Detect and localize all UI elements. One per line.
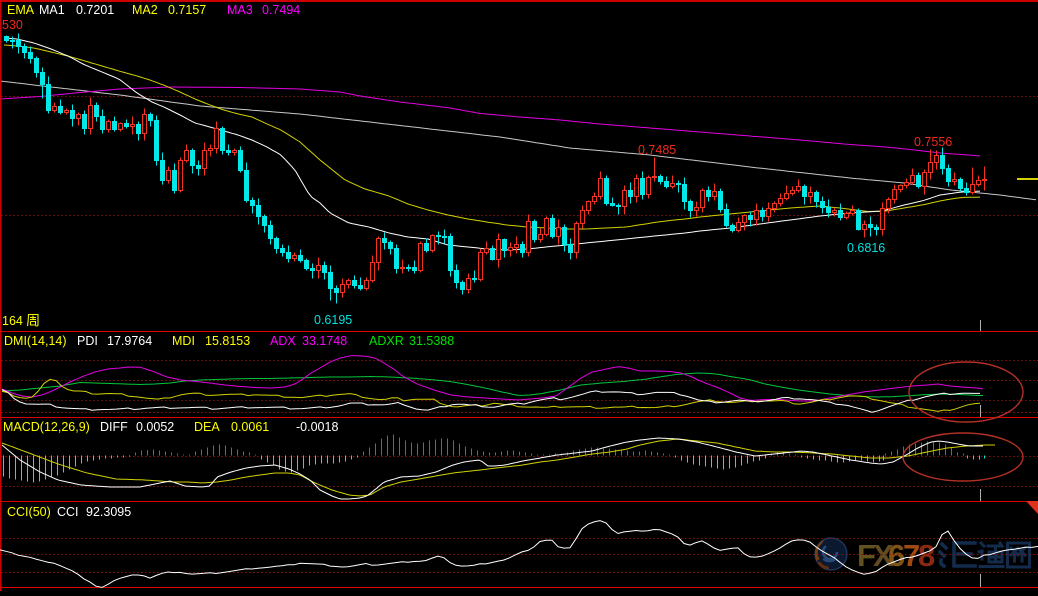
- svg-text:MA1: MA1: [39, 3, 65, 17]
- svg-text:EMA: EMA: [7, 3, 35, 17]
- svg-text:MA3: MA3: [227, 3, 253, 17]
- svg-text:92.3095: 92.3095: [86, 505, 131, 519]
- svg-text:ADX: ADX: [270, 334, 296, 348]
- svg-text:MDI: MDI: [172, 334, 195, 348]
- svg-text:530: 530: [2, 18, 23, 32]
- svg-text:6: 6: [888, 538, 905, 573]
- svg-text:0.0052: 0.0052: [136, 420, 174, 434]
- svg-text:ADXR: ADXR: [369, 334, 404, 348]
- svg-text:0.7201: 0.7201: [76, 3, 114, 17]
- svg-text:0.7157: 0.7157: [168, 3, 206, 17]
- svg-text:0.7485: 0.7485: [638, 143, 676, 157]
- svg-text:8: 8: [918, 538, 935, 573]
- svg-text:17.9764: 17.9764: [107, 334, 152, 348]
- svg-text:0.7494: 0.7494: [262, 3, 300, 17]
- svg-text:F: F: [857, 538, 876, 573]
- svg-text:MA2: MA2: [132, 3, 158, 17]
- svg-text:0.7556: 0.7556: [914, 135, 952, 149]
- svg-text:31.5388: 31.5388: [409, 334, 454, 348]
- svg-text:0.6195: 0.6195: [314, 313, 352, 327]
- svg-text:CCI: CCI: [57, 505, 79, 519]
- svg-text:164: 164: [2, 314, 23, 328]
- svg-text:DIFF: DIFF: [100, 420, 128, 434]
- svg-text:15.8153: 15.8153: [205, 334, 250, 348]
- svg-text:CCI(50): CCI(50): [7, 505, 51, 519]
- svg-text:DEA: DEA: [194, 420, 220, 434]
- svg-text:7: 7: [903, 538, 920, 573]
- svg-text:0.0061: 0.0061: [231, 420, 269, 434]
- svg-text:MACD(12,26,9): MACD(12,26,9): [3, 420, 90, 434]
- svg-text:0.6816: 0.6816: [847, 241, 885, 255]
- svg-text:33.1748: 33.1748: [302, 334, 347, 348]
- svg-text:DMI(14,14): DMI(14,14): [4, 334, 67, 348]
- svg-text:-0.0018: -0.0018: [296, 420, 338, 434]
- svg-text:PDI: PDI: [77, 334, 98, 348]
